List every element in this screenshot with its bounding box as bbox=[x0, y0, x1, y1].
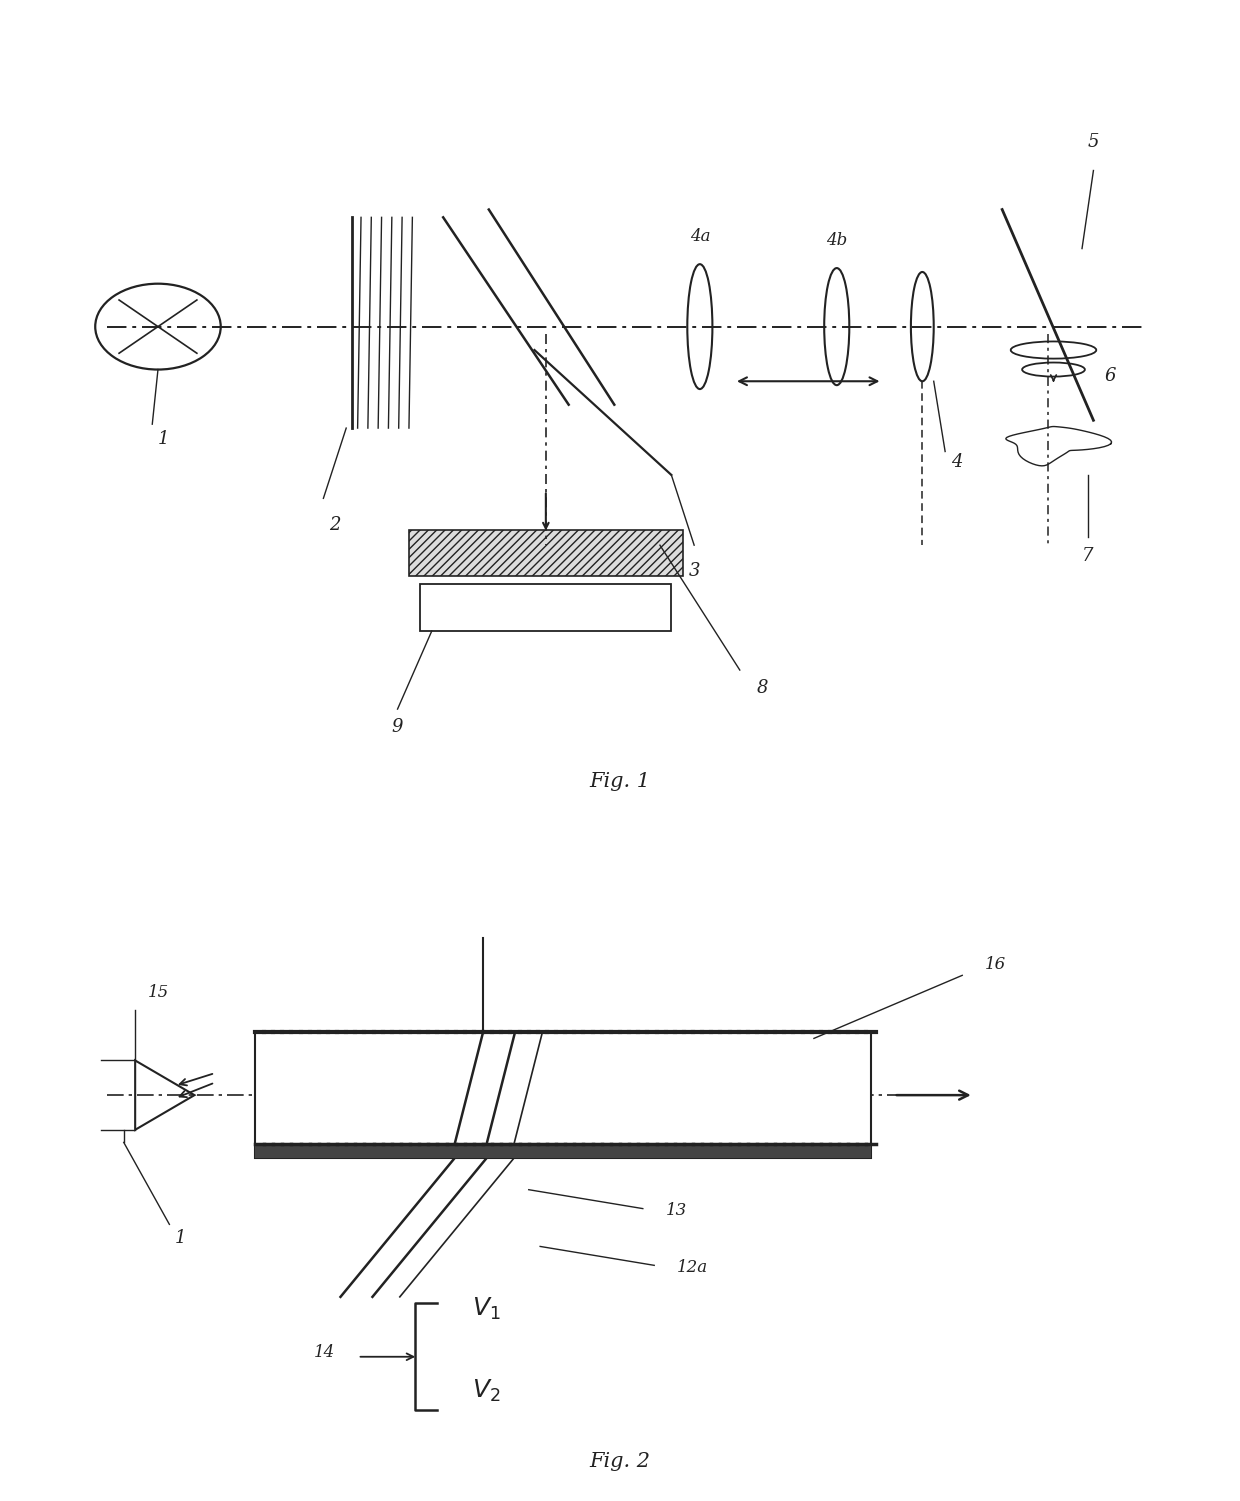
Bar bbox=[255, 1033, 870, 1159]
Text: 3: 3 bbox=[688, 563, 699, 581]
Text: 2: 2 bbox=[329, 515, 341, 533]
Text: 4b: 4b bbox=[826, 231, 847, 249]
Text: 4: 4 bbox=[951, 453, 962, 471]
Text: 8: 8 bbox=[756, 680, 769, 698]
Text: 13: 13 bbox=[666, 1202, 687, 1219]
Bar bbox=[420, 584, 671, 630]
Text: 9: 9 bbox=[392, 719, 403, 737]
Bar bbox=[255, 1144, 870, 1159]
Text: 6: 6 bbox=[1105, 368, 1116, 386]
Text: 5: 5 bbox=[1087, 134, 1099, 152]
Text: 4a: 4a bbox=[689, 228, 711, 245]
Text: Fig. 2: Fig. 2 bbox=[589, 1451, 651, 1471]
Text: 15: 15 bbox=[148, 985, 169, 1001]
Text: 16: 16 bbox=[985, 956, 1007, 973]
Text: 7: 7 bbox=[1083, 546, 1094, 564]
Text: 1: 1 bbox=[175, 1229, 186, 1247]
Text: 1: 1 bbox=[157, 429, 170, 447]
Text: $V_1$: $V_1$ bbox=[471, 1295, 500, 1322]
Bar bbox=[409, 530, 683, 576]
Text: Fig. 1: Fig. 1 bbox=[589, 772, 651, 791]
Text: 12a: 12a bbox=[677, 1259, 708, 1276]
Text: 14: 14 bbox=[314, 1343, 335, 1361]
Text: $V_2$: $V_2$ bbox=[471, 1378, 500, 1403]
